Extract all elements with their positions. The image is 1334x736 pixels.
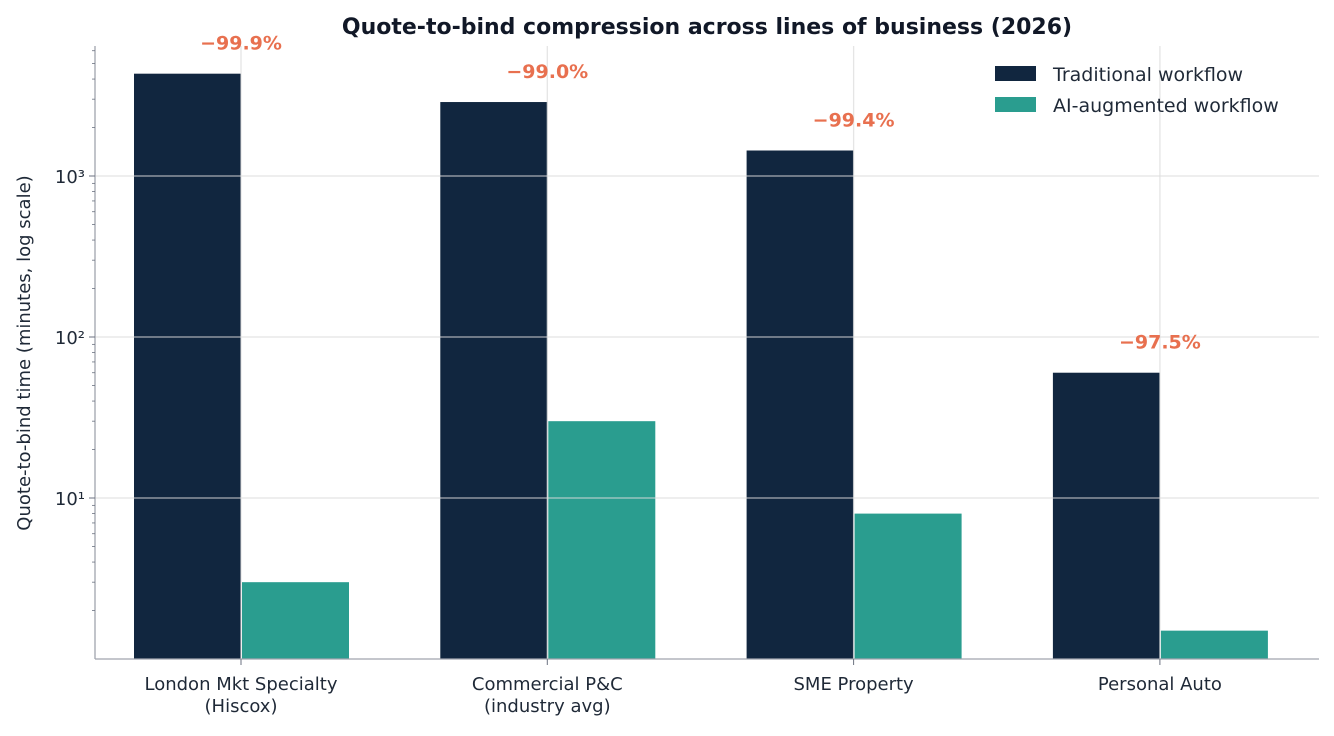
bar-ai-1: [548, 421, 656, 659]
y-axis-label: Quote-to-bind time (minutes, log scale): [14, 175, 35, 530]
bar-traditional-0: [134, 73, 241, 659]
x-tick-label: London Mkt Specialty: [145, 674, 338, 695]
legend-swatch: [995, 66, 1036, 81]
reduction-label: −99.9%: [200, 33, 282, 55]
bar-ai-3: [1160, 630, 1268, 659]
x-tick-label: Personal Auto: [1098, 674, 1222, 695]
bar-ai-2: [854, 513, 962, 659]
reduction-label: −99.0%: [506, 61, 588, 83]
x-tick-label: Commercial P&C: [472, 674, 623, 695]
bar-traditional-3: [1052, 372, 1160, 659]
x-tick-label: SME Property: [793, 674, 914, 695]
legend-label: Traditional workflow: [1052, 64, 1243, 86]
legend-label: AI-augmented workflow: [1053, 95, 1279, 117]
reduction-label: −97.5%: [1119, 332, 1201, 354]
y-tick-label: 10¹: [55, 489, 85, 510]
chart-title: Quote-to-bind compression across lines o…: [342, 15, 1072, 40]
x-tick-label: (Hiscox): [205, 696, 278, 717]
y-tick-label: 10²: [55, 328, 85, 349]
bar-ai-0: [242, 582, 349, 659]
y-tick-label: 10³: [55, 167, 85, 188]
bar-traditional-2: [746, 150, 854, 659]
legend-swatch: [995, 97, 1036, 112]
reduction-label: −99.4%: [813, 110, 895, 132]
x-tick-label: (industry avg): [484, 696, 611, 717]
bar-traditional-1: [440, 102, 548, 659]
